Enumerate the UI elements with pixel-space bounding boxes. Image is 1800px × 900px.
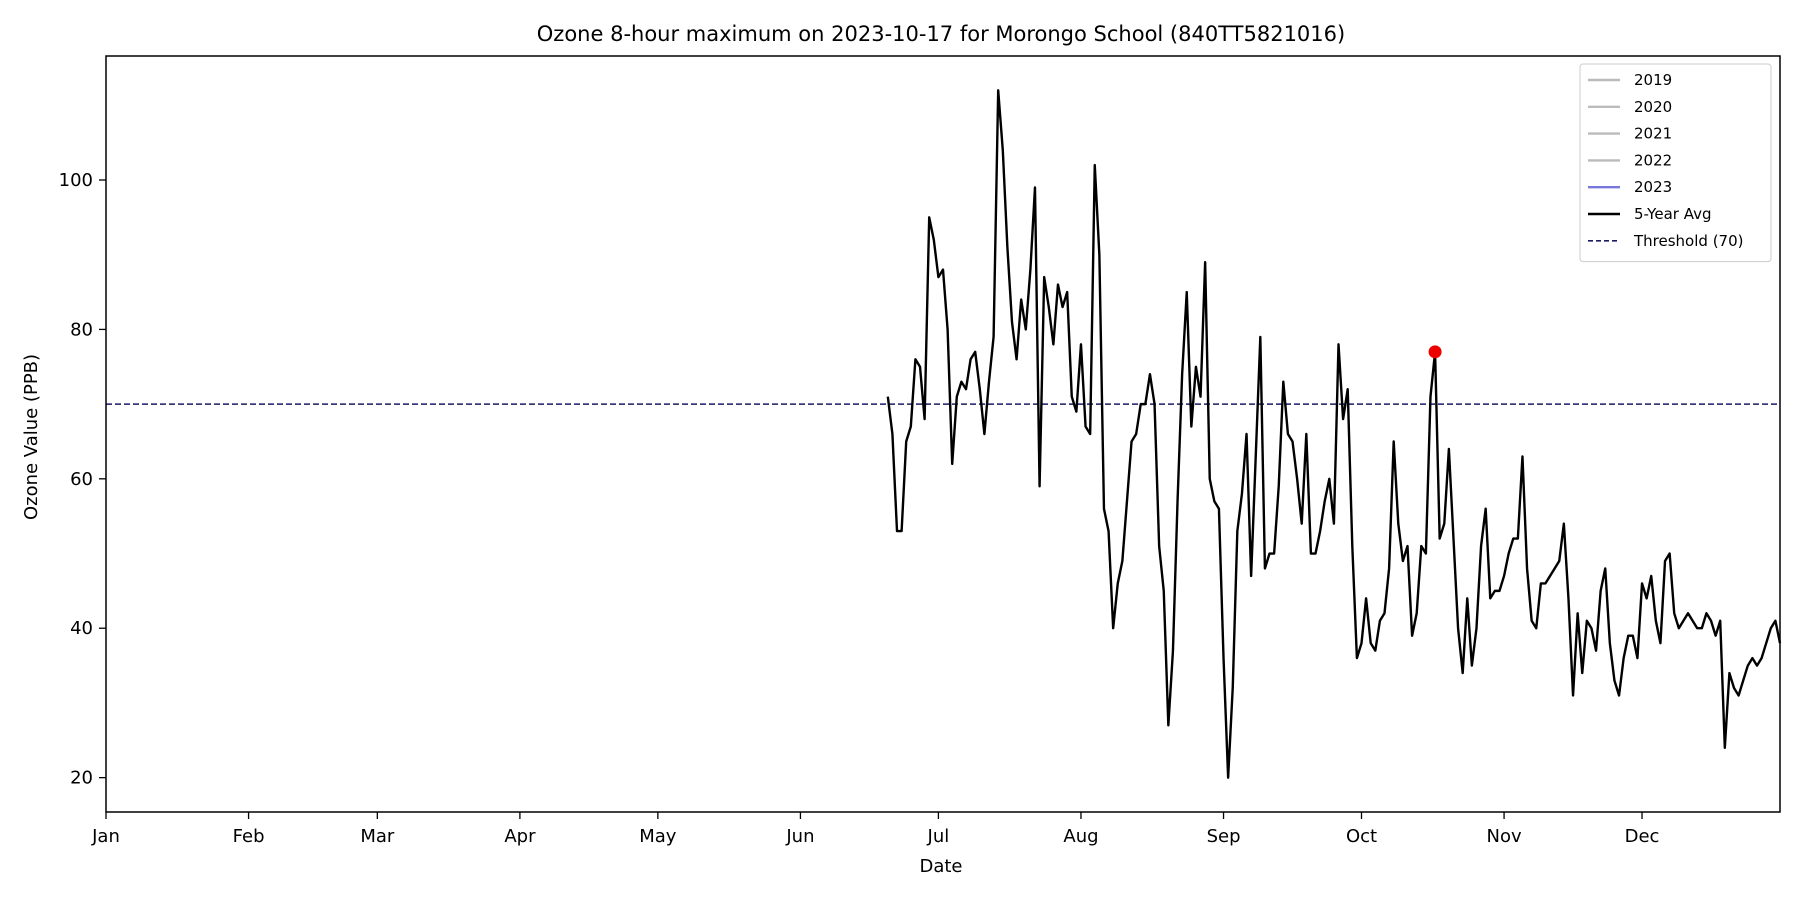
x-tick-label: Feb [233, 826, 265, 847]
x-tick-label: Jul [927, 826, 950, 847]
chart-title: Ozone 8-hour maximum on 2023-10-17 for M… [537, 22, 1345, 46]
x-tick-label: Nov [1486, 826, 1521, 847]
x-tick-label: May [639, 826, 677, 847]
plot-frame [105, 55, 1781, 813]
x-axis-label: Date [919, 856, 962, 877]
y-axis-label: Ozone Value (PPB) [21, 354, 42, 520]
highlight-point [1428, 345, 1442, 359]
series-line-0 [886, 89, 1782, 779]
x-tick-label: Jun [785, 826, 814, 847]
legend-label: 5-Year Avg [1634, 205, 1711, 223]
x-tick-label: Oct [1346, 826, 1377, 847]
y-tick-label: 60 [70, 469, 93, 490]
legend-label: Threshold (70) [1633, 232, 1743, 250]
legend-label: 2021 [1634, 125, 1672, 143]
x-axis: Jan Feb Mar Apr May Jun Jul Aug Sep Oct Nov Dec [91, 812, 1659, 847]
x-tick-label: Jan [91, 826, 120, 847]
legend-label: 2022 [1634, 151, 1672, 169]
legend-box [1579, 63, 1772, 263]
y-axis: 20 40 60 80 100 [59, 170, 106, 789]
x-tick-label: Sep [1207, 826, 1241, 847]
y-tick-label: 20 [70, 768, 93, 789]
plot-area [106, 89, 1782, 779]
legend: 2019 2020 2021 2022 2023 5-Year Avg Threshold … [1579, 63, 1772, 263]
y-tick-label: 40 [70, 618, 93, 639]
legend-label: 2020 [1634, 98, 1672, 116]
x-tick-label: Aug [1063, 826, 1098, 847]
x-tick-label: Mar [360, 826, 395, 847]
y-tick-label: 100 [59, 170, 93, 191]
x-tick-label: Dec [1625, 826, 1660, 847]
legend-label: 2019 [1634, 71, 1672, 89]
y-tick-label: 80 [70, 319, 93, 340]
x-tick-label: Apr [504, 826, 536, 847]
legend-label: 2023 [1634, 178, 1672, 196]
